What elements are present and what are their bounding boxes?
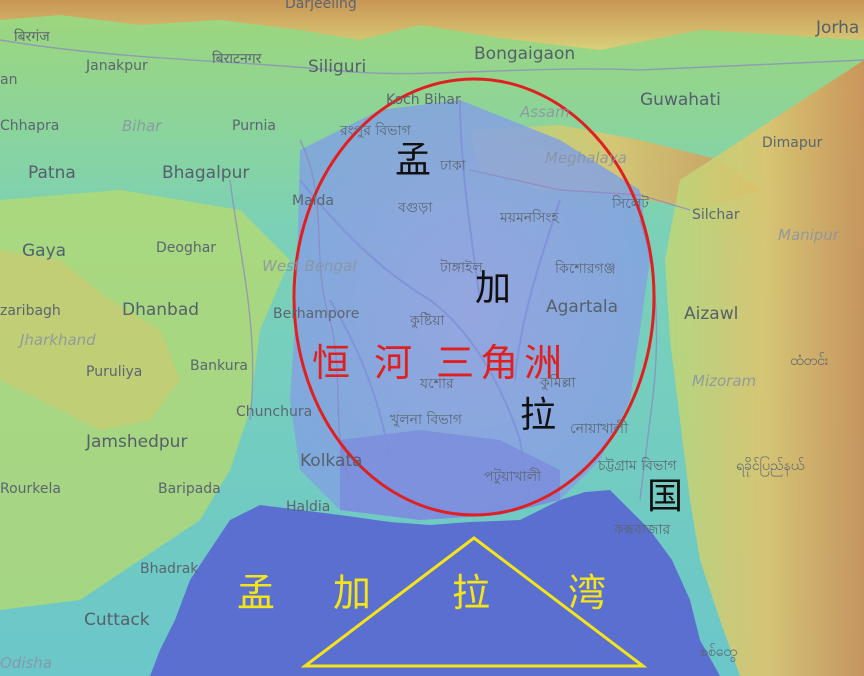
place-bn-kishoreganj: কিশোরগঞ্জ [554, 260, 616, 277]
place-siliguri: Siliguri [308, 57, 366, 77]
region-odisha: Odisha [0, 654, 52, 672]
place-kolkata: Kolkata [300, 451, 362, 471]
place-dhanbad: Dhanbad [122, 300, 199, 320]
plateau-hills [0, 250, 180, 430]
place-jamshedpur: Jamshedpur [85, 432, 187, 452]
place-patna: Patna [28, 163, 76, 183]
bay-triangle [300, 536, 648, 668]
place-birganj: बिरगंज [14, 28, 50, 45]
himalaya-band [0, 0, 864, 50]
place-bn-mymensingh: ময়মনসিংহ [499, 209, 559, 226]
region-manipur: Manipur [778, 226, 840, 244]
place-my-2: ရခိုင်ပြည်နယ် [736, 457, 805, 476]
place-baripada: Baripada [158, 481, 221, 497]
region-jharkhand: Jharkhand [17, 331, 96, 349]
place-my-1: ထံတင်း [790, 353, 829, 369]
annotation-bangladesh-4: 国 [647, 476, 683, 517]
place-purnia: Purnia [232, 118, 276, 134]
eastern-hills [665, 60, 864, 676]
place-bhadrak: Bhadrak [140, 561, 199, 577]
region-west-bengal: West Bengal [262, 257, 357, 275]
place-bn-chittagong: চট্টগ্রাম বিভাগ [597, 457, 677, 474]
place-rourkela: Rourkela [0, 481, 61, 497]
annotation-bangladesh-2: 加 [475, 268, 511, 309]
annotation-bay-2: 加 [333, 571, 371, 615]
place-bn-rangpur: রংপুর বিভাগ [339, 122, 412, 139]
place-agartala: Agartala [546, 297, 618, 317]
place-dimapur: Dimapur [762, 135, 823, 151]
region-mizoram: Mizoram [692, 372, 756, 390]
place-malda: Malda [292, 193, 334, 209]
place-koch-bihar: Koch Bihar [386, 92, 461, 108]
annotation-ganges-delta: 恒 河 三角洲 [312, 341, 568, 385]
place-jorhat: Jorha [815, 18, 859, 38]
sundarbans [340, 430, 560, 520]
annotation-bangladesh-1: 孟 [395, 140, 431, 181]
place-bn-kushtia: কুষ্টিয়া [409, 312, 445, 329]
annotation-bangladesh-3: 拉 [520, 395, 556, 436]
place-hazaribagh: zaribagh [0, 303, 61, 319]
place-bn-coxsbazar: কক্সবাজার [613, 522, 671, 538]
region-meghalaya: Meghalaya [545, 149, 627, 167]
place-bankura: Bankura [190, 358, 248, 374]
place-cuttack: Cuttack [84, 610, 150, 630]
place-darjeeling: Darjeeling [285, 0, 357, 12]
delta-ellipse [292, 77, 656, 517]
place-purulia: Puruliya [86, 364, 142, 380]
place-bn-patuakhali: পটুয়াখালী [484, 468, 542, 485]
place-bn-tangail: টাঙ্গাইল [439, 259, 483, 276]
annotation-bay-4: 湾 [568, 571, 606, 615]
place-bhagalpur: Bhagalpur [162, 163, 249, 183]
place-gaya: Gaya [22, 241, 66, 261]
place-bn-noakhali: নোয়াখালী [570, 420, 629, 437]
place-bn-bogra: বগুড়া [397, 200, 433, 216]
place-aizawl: Aizawl [684, 304, 738, 324]
place-haldia: Haldia [286, 499, 330, 515]
region-assam: Assam [519, 103, 570, 121]
annotation-bay-1: 孟 [237, 571, 275, 615]
place-janakpur: Janakpur [85, 58, 148, 74]
place-an: an [0, 72, 17, 88]
place-my-3: စစ်တွေ [700, 644, 737, 662]
place-guwahati: Guwahati [640, 90, 721, 110]
place-bongaigaon: Bongaigaon [474, 44, 575, 64]
place-silchar: Silchar [692, 207, 740, 223]
rivers [299, 99, 561, 501]
place-bn-jessore: যশোর [419, 376, 454, 392]
place-berhampore: Berhampore [273, 306, 359, 322]
annotation-bay-3: 拉 [452, 571, 490, 615]
place-biratnagar: बिराटनगर [212, 50, 262, 67]
place-bn-khulna: খুলনা বিভাগ [390, 411, 463, 428]
place-deoghar: Deoghar [156, 240, 216, 256]
place-bn-sylhet: সিলেট [611, 195, 649, 212]
place-chhapra: Chhapra [0, 118, 59, 134]
place-bn-dhaka: ঢাকা [439, 158, 467, 174]
region-bihar: Bihar [122, 117, 162, 135]
place-bn-cumilla: কুমিল্লা [539, 374, 577, 391]
place-chunchura: Chunchura [236, 404, 312, 420]
